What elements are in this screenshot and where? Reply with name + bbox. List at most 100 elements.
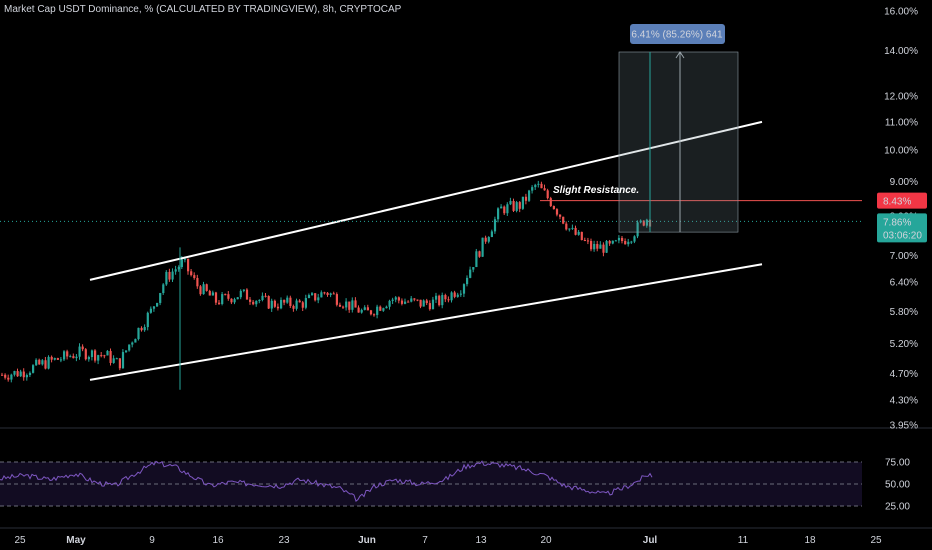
candle-body xyxy=(38,359,41,365)
candle-body xyxy=(493,219,497,232)
candle-body xyxy=(506,204,509,214)
candle-body xyxy=(106,350,109,356)
candle-body xyxy=(143,327,146,331)
candle-body xyxy=(512,200,515,211)
candle-body xyxy=(642,220,645,226)
candle-body xyxy=(292,305,295,309)
x-tick-label: 20 xyxy=(540,535,552,546)
candle-body xyxy=(190,271,193,276)
candle-body xyxy=(25,375,28,378)
candle-body xyxy=(258,300,261,302)
candle-body xyxy=(524,196,528,201)
candle-body xyxy=(391,299,394,301)
x-tick-label: 18 xyxy=(804,535,816,546)
drawings[interactable]: 6.41% (85.26%) 641 Slight Resistance. xyxy=(0,24,862,390)
candle-body xyxy=(84,349,87,360)
candle-body xyxy=(410,298,413,302)
y-tick-label: 5.20% xyxy=(890,339,918,350)
candle-body xyxy=(1,374,4,376)
candle-body xyxy=(19,371,22,377)
candle-body xyxy=(645,219,648,226)
candle-body xyxy=(78,346,81,357)
candle-body xyxy=(301,302,304,308)
candle-body xyxy=(351,300,354,310)
candles xyxy=(1,180,652,383)
time-axis[interactable]: 25 May 9 16 23 Jun 7 13 20 Jul 11 18 25 xyxy=(14,535,882,546)
candle-body xyxy=(317,297,320,301)
candle-body xyxy=(280,299,283,309)
candle-body xyxy=(363,307,366,310)
candle-body xyxy=(419,299,422,307)
candle-body xyxy=(435,295,438,300)
candle-body xyxy=(577,231,580,235)
candle-body xyxy=(94,350,97,361)
candle-body xyxy=(159,293,162,303)
rsi-tick-label: 25.00 xyxy=(885,502,910,513)
candle-body xyxy=(428,303,431,310)
x-tick-label: 25 xyxy=(870,535,882,546)
candle-body xyxy=(171,271,174,280)
candle-body xyxy=(574,227,577,235)
candle-body xyxy=(534,184,537,188)
candle-body xyxy=(47,356,50,369)
current-price-label: 7.86% xyxy=(883,217,911,228)
candle-body xyxy=(515,202,518,211)
candle-body xyxy=(593,243,596,250)
candle-body xyxy=(252,301,255,305)
candle-body xyxy=(177,267,180,270)
x-tick-label: Jun xyxy=(358,535,376,546)
candle-body xyxy=(404,301,407,304)
candle-body xyxy=(425,300,428,304)
candle-body xyxy=(441,295,444,306)
candle-body xyxy=(218,302,221,304)
candle-body xyxy=(537,183,540,185)
candle-body xyxy=(131,342,134,345)
candle-body xyxy=(503,206,506,214)
candle-body xyxy=(580,231,583,240)
candle-body xyxy=(289,297,292,306)
candle-body xyxy=(295,300,298,309)
candle-body xyxy=(286,297,289,303)
candle-body xyxy=(16,371,19,377)
candle-body xyxy=(559,214,562,217)
candle-body xyxy=(602,244,605,253)
candle-body xyxy=(298,300,301,303)
y-tick-label: 9.00% xyxy=(890,177,918,188)
candle-body xyxy=(342,306,345,308)
candle-body xyxy=(565,223,568,230)
x-tick-label: 23 xyxy=(278,535,290,546)
candle-body xyxy=(4,374,7,378)
y-tick-label: 14.00% xyxy=(884,46,918,57)
candle-body xyxy=(87,357,90,360)
candle-body xyxy=(394,297,397,300)
candle-body xyxy=(63,351,66,360)
candle-body xyxy=(636,222,639,237)
candle-body xyxy=(453,292,456,297)
candle-body xyxy=(224,294,227,296)
x-tick-label: 16 xyxy=(212,535,224,546)
candle-body xyxy=(459,293,462,295)
candle-body xyxy=(187,258,190,272)
candle-body xyxy=(13,371,16,375)
y-tick-label: 11.00% xyxy=(885,117,918,128)
measure-arrow-head xyxy=(675,51,685,59)
candle-body xyxy=(543,188,546,191)
candle-body xyxy=(44,360,47,369)
y-tick-label: 4.30% xyxy=(890,395,918,406)
candle-body xyxy=(168,271,171,280)
candle-body xyxy=(518,202,521,209)
candle-body xyxy=(500,206,503,209)
candle-body xyxy=(233,299,236,303)
candle-body xyxy=(165,271,168,285)
candle-body xyxy=(261,295,264,301)
candle-body xyxy=(490,231,493,238)
candle-body xyxy=(345,301,348,308)
candle-body xyxy=(193,275,196,278)
price-axis[interactable]: 16.00%14.00%12.00%11.00%10.00%9.00%8.00%… xyxy=(877,7,927,513)
candle-body xyxy=(528,190,531,201)
candle-body xyxy=(320,292,323,298)
candle-body xyxy=(627,241,630,245)
candle-body xyxy=(521,196,524,209)
candle-body xyxy=(562,216,565,224)
